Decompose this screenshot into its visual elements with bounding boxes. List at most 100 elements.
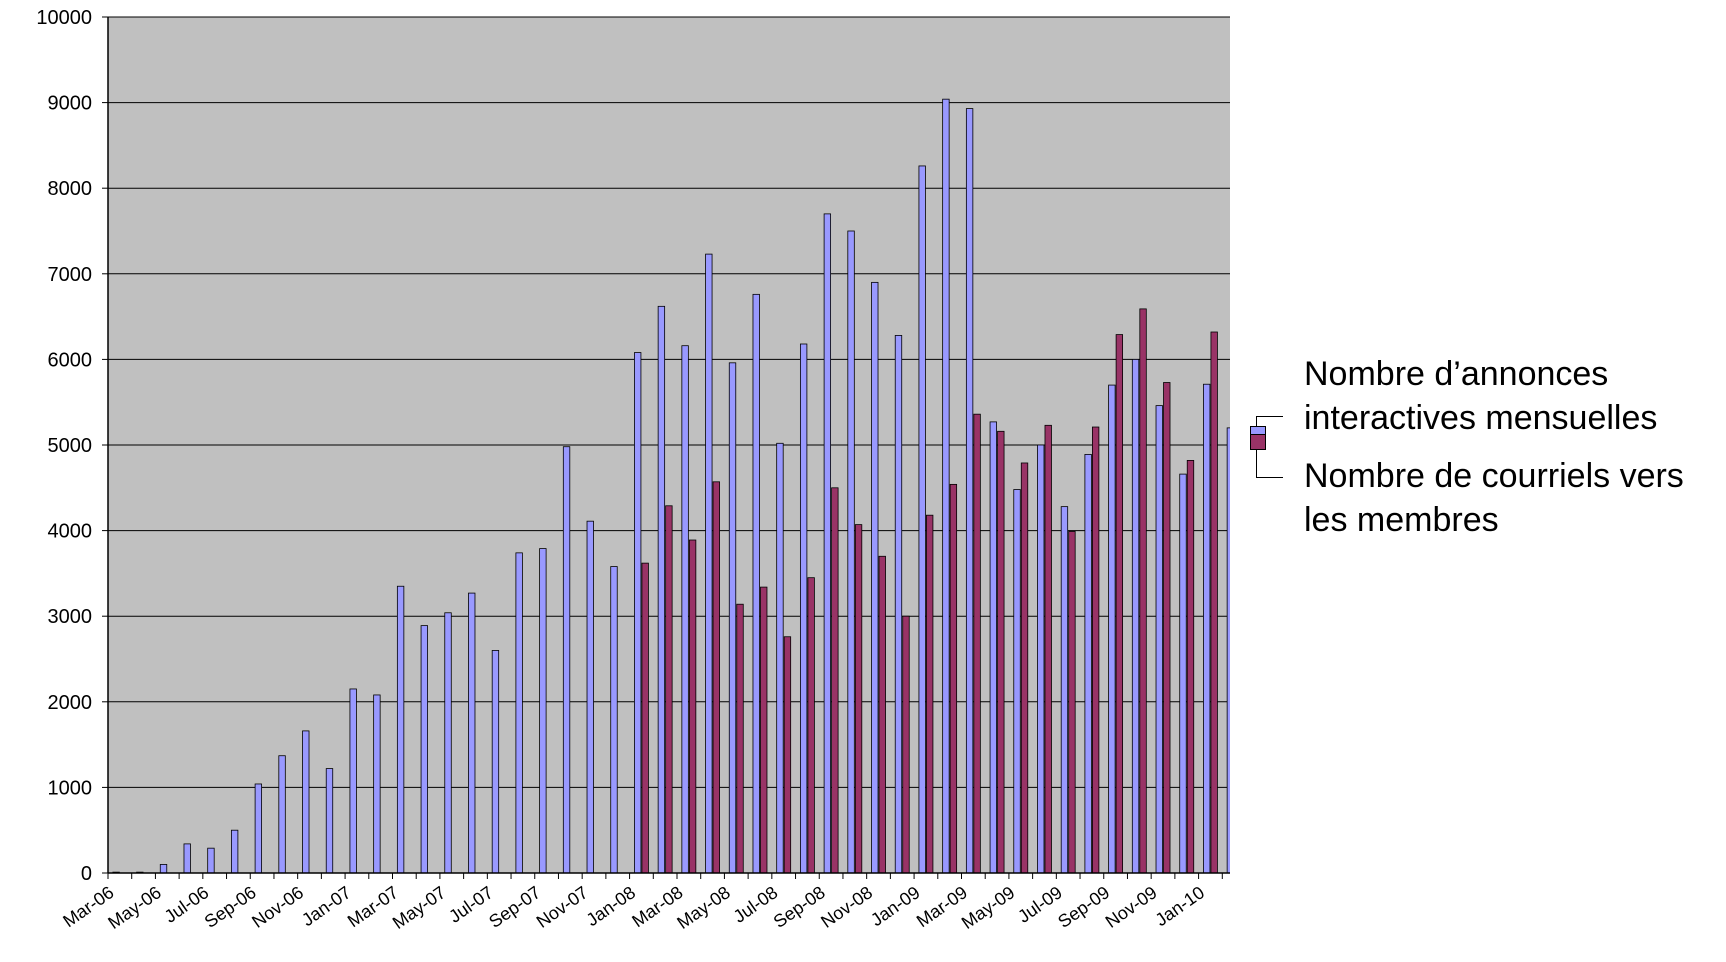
bar-emails xyxy=(1020,462,1029,874)
bar-announcements xyxy=(823,213,832,874)
bar-announcements xyxy=(989,421,997,874)
x-tick-label: Sep-08 xyxy=(770,882,829,932)
bar-emails xyxy=(854,524,863,874)
bar-announcements xyxy=(1108,384,1116,874)
bar-announcements xyxy=(776,442,784,874)
bar-emails xyxy=(973,413,981,874)
legend-label-emails: Nombre de courriels vers les membres xyxy=(1304,457,1684,539)
y-tick-label: 1000 xyxy=(48,777,93,799)
bar-announcements xyxy=(657,305,666,874)
bar-announcements xyxy=(918,165,926,874)
x-tick-label: May-08 xyxy=(673,882,734,933)
bar-emails xyxy=(1139,308,1147,874)
bar-announcements xyxy=(207,847,215,874)
y-tick-label: 7000 xyxy=(48,264,93,286)
bar-announcements xyxy=(254,783,263,874)
y-axis-ticks: 0 1000 2000 3000 4000 5000 6000 7000 8000 9000 100… xyxy=(36,7,108,885)
bar-emails xyxy=(712,481,720,874)
bar-announcements xyxy=(325,768,334,874)
bar-announcements xyxy=(1131,358,1140,874)
x-tick-label: May-06 xyxy=(104,882,165,933)
x-tick-label: May-07 xyxy=(389,882,450,933)
y-tick-label: 6000 xyxy=(48,349,93,371)
bar-announcements xyxy=(1037,444,1045,874)
bar-announcements xyxy=(539,548,547,874)
bar-announcements xyxy=(420,625,428,874)
bar-emails xyxy=(736,603,744,874)
bar-announcements xyxy=(1226,427,1230,874)
legend: Nombre d’annonces interactives mensuelle… xyxy=(1250,352,1716,542)
bar-emails xyxy=(760,586,768,874)
bar-announcements xyxy=(586,520,594,874)
gridlines xyxy=(108,16,1230,788)
bar-emails xyxy=(949,483,958,874)
bar-announcements xyxy=(634,352,642,874)
bar-announcements xyxy=(610,566,618,874)
x-tick-label: Jan-07 xyxy=(298,882,355,930)
bar-announcements xyxy=(468,592,476,874)
y-tick-label: 9000 xyxy=(48,93,93,115)
y-tick-label: 8000 xyxy=(48,178,93,200)
x-tick-label: Nov-08 xyxy=(817,882,876,932)
bar-announcements xyxy=(1155,405,1163,874)
bar-announcements xyxy=(1203,383,1211,874)
bar-emails xyxy=(1068,531,1076,874)
bar-announcements xyxy=(1060,506,1069,874)
bar-announcements xyxy=(373,694,381,874)
bar-announcements xyxy=(230,829,239,874)
legend-swatch-emails xyxy=(1250,434,1266,450)
bar-announcements xyxy=(942,98,950,874)
bar-announcements xyxy=(562,446,571,874)
x-tick-label: Jan-10 xyxy=(1152,882,1209,930)
x-tick-label: Sep-09 xyxy=(1054,882,1113,932)
y-tick-label: 0 xyxy=(81,863,92,885)
bar-announcements xyxy=(728,362,737,874)
x-axis-ticks: Mar-06May-06Jul-06Sep-06Nov-06Jan-07Mar-… xyxy=(59,873,1223,933)
bar-announcements xyxy=(752,293,760,874)
x-tick-label: Jan-08 xyxy=(583,882,640,930)
bar-announcements xyxy=(871,281,879,874)
legend-item-emails: Nombre de courriels vers les membres xyxy=(1250,434,1716,542)
bar-announcements xyxy=(159,864,168,874)
x-tick-label: Jan-09 xyxy=(867,882,924,930)
bar-emails xyxy=(807,577,815,874)
bar-announcements xyxy=(894,335,903,874)
y-tick-label: 2000 xyxy=(48,692,93,714)
bar-announcements xyxy=(396,585,405,874)
y-tick-label: 3000 xyxy=(48,606,93,628)
bar-announcements xyxy=(705,253,713,874)
y-tick-label: 10000 xyxy=(36,7,92,29)
bar-emails xyxy=(1186,460,1195,874)
bar-announcements xyxy=(847,230,855,874)
bar-announcements xyxy=(349,688,357,874)
legend-label-announcements: Nombre d’annonces interactives mensuelle… xyxy=(1304,355,1658,437)
legend-item-announcements: Nombre d’annonces interactives mensuelle… xyxy=(1250,352,1716,442)
bar-emails xyxy=(1115,334,1124,874)
bar-emails xyxy=(1091,426,1100,874)
bar-emails xyxy=(1210,331,1218,874)
bar-announcements xyxy=(1084,454,1092,874)
bar-announcements xyxy=(1179,473,1187,874)
bar-emails xyxy=(688,539,697,874)
bar-emails xyxy=(878,555,886,874)
x-tick-label: Nov-09 xyxy=(1102,882,1161,932)
bar-emails xyxy=(1163,382,1171,874)
bar-announcements xyxy=(183,843,191,874)
y-tick-label: 4000 xyxy=(48,521,93,543)
bar-emails xyxy=(926,514,934,874)
bar-announcements xyxy=(302,730,310,874)
bar-announcements xyxy=(799,343,808,874)
bar-emails xyxy=(641,562,649,874)
x-tick-label: May-09 xyxy=(958,882,1019,933)
bar-emails xyxy=(783,636,792,874)
bar-emails xyxy=(1044,424,1052,874)
bar-announcements xyxy=(681,345,689,874)
bar-emails xyxy=(665,505,673,874)
bar-announcements xyxy=(515,552,523,874)
y-tick-label: 5000 xyxy=(48,435,93,457)
x-tick-label: Nov-06 xyxy=(248,882,307,932)
bar-chart: 0 1000 2000 3000 4000 5000 6000 7000 8000 9000 100… xyxy=(36,7,1230,933)
x-tick-label: Sep-06 xyxy=(201,882,260,932)
x-tick-label: Sep-07 xyxy=(485,882,544,932)
bar-emails xyxy=(831,487,839,874)
